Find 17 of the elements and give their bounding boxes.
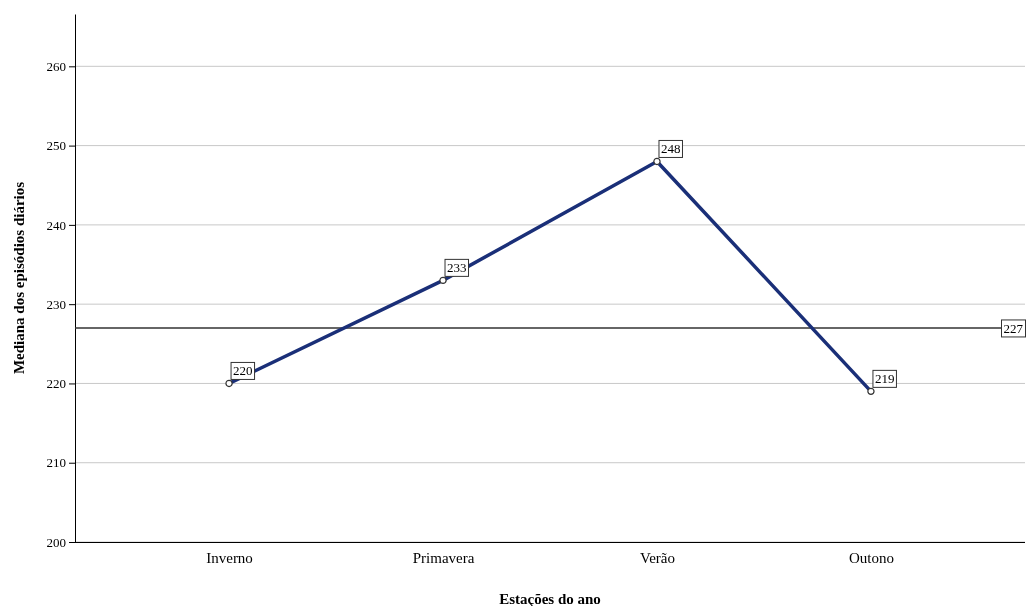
y-tick-label: 200 xyxy=(46,534,66,550)
y-tick-label: 220 xyxy=(46,376,66,392)
data-label: 219 xyxy=(874,371,895,387)
data-label: 233 xyxy=(447,260,467,276)
y-tick-label: 260 xyxy=(46,58,66,74)
x-tick-label: Outono xyxy=(848,549,894,566)
y-tick-label: 210 xyxy=(46,455,66,471)
y-tick-label: 240 xyxy=(46,217,66,233)
x-tick-label: Verão xyxy=(639,549,675,566)
x-tick-label: Primavera xyxy=(412,549,475,566)
x-tick-label: Inverno xyxy=(206,549,253,566)
data-label: 248 xyxy=(660,141,681,157)
y-tick-label: 230 xyxy=(46,296,66,312)
ref-line-label: 227 xyxy=(1003,320,1024,336)
data-label: 220 xyxy=(233,363,253,379)
y-axis-title: Mediana dos episódios diários xyxy=(11,181,27,375)
y-tick-label: 250 xyxy=(46,138,66,154)
